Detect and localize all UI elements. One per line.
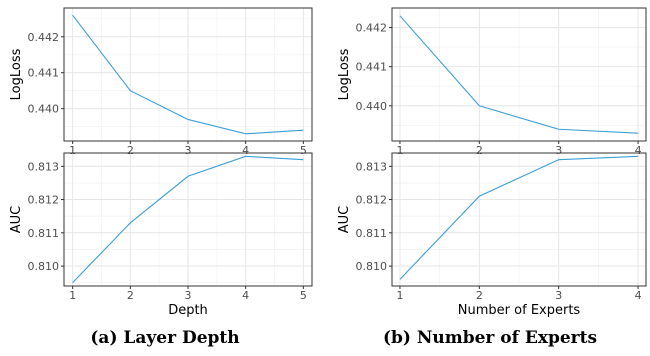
y-tick-label: 0.813 [356,160,388,173]
x-tick-label: 4 [635,289,642,302]
x-tick-label: 2 [476,289,483,302]
x-tick-label: 3 [555,144,562,157]
data-point [557,158,559,160]
x-tick-label: 2 [127,144,134,157]
data-point [557,128,559,130]
data-point [478,195,480,197]
x-tick-label: 1 [69,289,76,302]
data-point [129,89,131,91]
x-tick-label: 1 [69,144,76,157]
chart-b-auc: 1 2 3 4 0.810 0.811 0.812 0.813 AUC Number of Exp… [337,152,647,318]
panel-border [391,152,647,287]
series-line [72,155,304,284]
y-tick-label: 0.441 [28,67,60,80]
y-tick-label: 0.811 [28,227,60,240]
data-point [478,105,480,107]
data-point [637,155,639,157]
y-axis-title: LogLoss [9,48,24,100]
chart-a-logloss: 1 2 3 4 5 0.440 0.441 0.442 LogLoss [9,7,313,157]
series-line [72,14,304,135]
y-tick-label: 0.810 [28,260,60,273]
x-tick-label: 1 [396,144,403,157]
x-tick-label: 3 [185,144,192,157]
data-point [187,175,189,177]
chart-a-auc: 1 2 3 4 5 0.810 0.811 0.812 0.813 AUC Depth [9,152,313,318]
y-tick-label: 0.812 [356,194,388,207]
data-point [71,14,73,16]
y-tick-label: 0.442 [28,31,60,44]
x-tick-label: 2 [476,144,483,157]
y-tick-label: 0.441 [356,61,388,74]
y-axis-title: AUC [9,206,24,234]
y-tick-label: 0.442 [356,22,388,35]
x-tick-label: 3 [185,289,192,302]
y-tick-label: 0.440 [28,103,60,116]
data-point [244,155,246,157]
y-axis-title: AUC [337,206,352,234]
chart-b-logloss: 1 2 3 4 0.440 0.441 0.442 LogLoss [337,7,647,157]
data-point [244,133,246,135]
data-point [399,15,401,17]
data-point [71,281,73,283]
y-tick-label: 0.813 [28,160,60,173]
x-tick-label: 5 [300,289,307,302]
x-tick-label: 3 [555,289,562,302]
y-axis-title: LogLoss [337,48,352,100]
y-tick-label: 0.812 [28,194,60,207]
caption-b: (b) Number of Experts [382,328,598,348]
y-tick-label: 0.810 [356,260,388,273]
y-tick-label: 0.811 [356,227,388,240]
panel-border [391,7,647,142]
data-point [302,129,304,131]
x-axis-title: Number of Experts [458,303,581,318]
x-axis-title: Depth [168,303,208,318]
data-point [129,222,131,224]
caption-a: (a) Layer Depth [90,328,240,348]
x-tick-label: 1 [396,289,403,302]
x-tick-label: 4 [242,144,249,157]
data-point [399,278,401,280]
data-point [302,158,304,160]
data-point [637,132,639,134]
y-tick-label: 0.440 [356,100,388,113]
data-point [187,118,189,120]
series-line [399,155,639,280]
x-tick-label: 2 [127,289,134,302]
series-line [399,15,639,134]
x-tick-label: 4 [635,144,642,157]
x-tick-label: 5 [300,144,307,157]
x-tick-label: 4 [242,289,249,302]
